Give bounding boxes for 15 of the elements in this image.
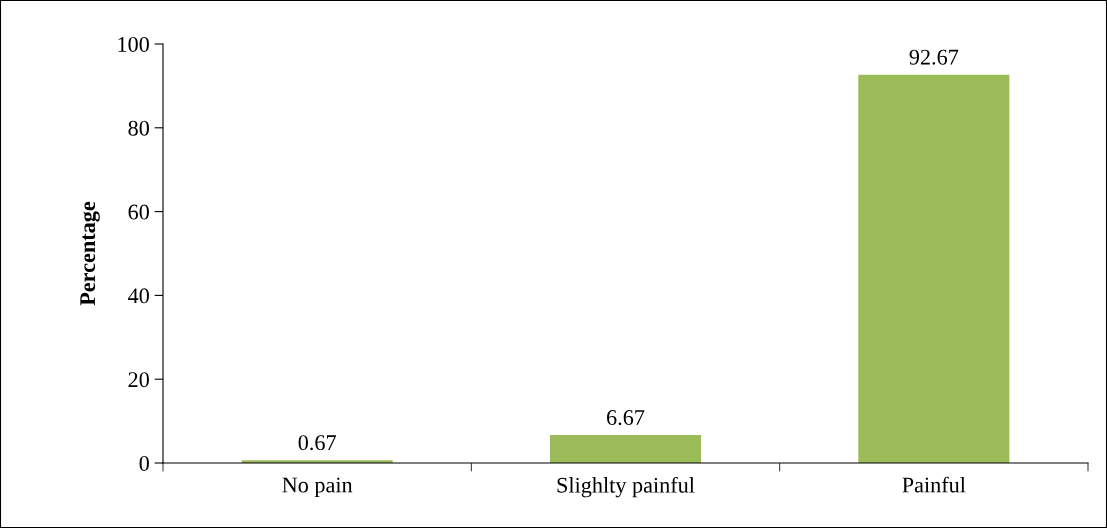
y-tick-label: 60 [128, 204, 149, 220]
y-tick-label: 100 [118, 36, 149, 52]
x-tick-label: No pain [282, 477, 353, 498]
bar [549, 435, 702, 463]
y-tick-label: 0 [139, 455, 149, 471]
y-tick-label: 40 [128, 288, 149, 304]
data-label: 0.67 [298, 435, 336, 451]
x-tick-label: Slighlty painful [557, 476, 695, 498]
y-axis-title: Percentage [80, 201, 100, 306]
bar [858, 74, 1010, 463]
y-tick-label: 80 [128, 120, 149, 136]
data-label: 6.67 [607, 410, 645, 426]
x-tick-label: Painful [902, 476, 966, 493]
data-label: 92.67 [909, 49, 959, 65]
y-tick-label: 20 [128, 372, 149, 388]
